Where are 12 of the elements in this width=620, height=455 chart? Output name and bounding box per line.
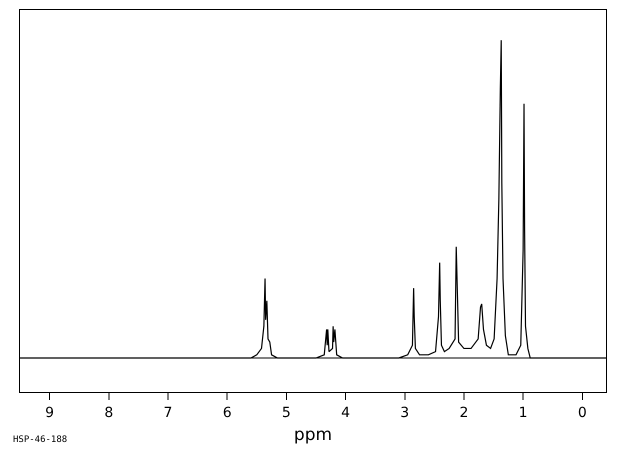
- x-tick-label: 2: [459, 404, 468, 421]
- x-tick-label: 6: [222, 404, 232, 421]
- text: HSP-46-188: [13, 435, 68, 445]
- x-tick-label: 1: [518, 404, 528, 421]
- x-tick-label: 9: [45, 404, 54, 421]
- x-tick-label: 7: [164, 404, 172, 421]
- x-axis-title: ppm: [294, 425, 332, 446]
- x-tick-label: 5: [282, 404, 291, 421]
- x-tick-label: 3: [400, 404, 410, 421]
- x-tick-label: 4: [341, 404, 350, 421]
- x-tick-label: 0: [578, 404, 587, 421]
- x-tick-label: 8: [104, 404, 114, 421]
